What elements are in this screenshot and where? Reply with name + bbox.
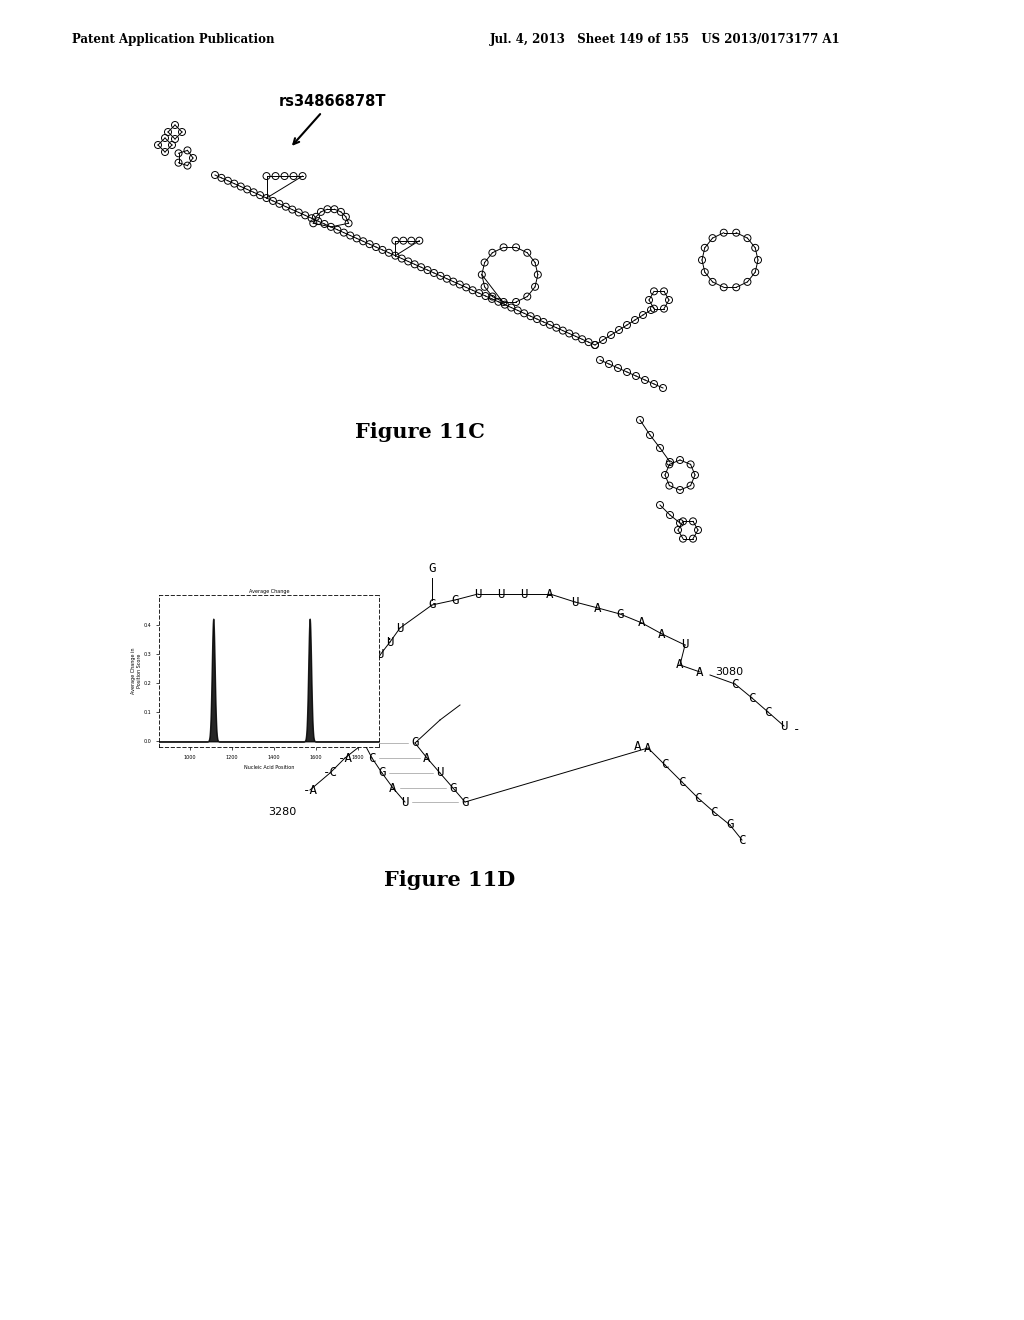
Text: U: U bbox=[474, 587, 481, 601]
Text: -C: -C bbox=[323, 767, 338, 780]
Text: C: C bbox=[694, 792, 701, 804]
Text: U: U bbox=[354, 708, 361, 721]
Text: Jul. 4, 2013   Sheet 149 of 155   US 2013/0173177 A1: Jul. 4, 2013 Sheet 149 of 155 US 2013/01… bbox=[490, 33, 841, 46]
Text: A: A bbox=[658, 627, 666, 640]
Text: U: U bbox=[360, 737, 368, 750]
Text: C: C bbox=[678, 776, 686, 788]
Text: rs41270080G: rs41270080G bbox=[222, 672, 336, 688]
Text: -A: -A bbox=[302, 784, 317, 796]
Text: C: C bbox=[662, 759, 669, 771]
Text: 3280: 3280 bbox=[268, 807, 296, 817]
Text: U: U bbox=[436, 767, 443, 780]
Text: A: A bbox=[370, 663, 377, 676]
Text: .: . bbox=[387, 627, 391, 643]
Text: .: . bbox=[377, 642, 381, 656]
Text: G: G bbox=[412, 737, 419, 750]
Text: -: - bbox=[793, 723, 801, 737]
Text: A: A bbox=[423, 751, 431, 764]
Text: .: . bbox=[368, 655, 373, 669]
Text: C: C bbox=[738, 833, 745, 846]
Text: U: U bbox=[401, 796, 409, 808]
Text: G: G bbox=[461, 796, 469, 808]
Text: G: G bbox=[452, 594, 459, 606]
Text: A: A bbox=[594, 602, 602, 615]
Text: G: G bbox=[450, 781, 457, 795]
Text: G: G bbox=[616, 607, 624, 620]
Text: G: G bbox=[726, 818, 734, 832]
Text: Figure 11C: Figure 11C bbox=[355, 422, 485, 442]
Text: A: A bbox=[676, 659, 684, 672]
X-axis label: Nucleic Acid Position: Nucleic Acid Position bbox=[244, 766, 294, 771]
Text: Patent Application Publication: Patent Application Publication bbox=[72, 33, 274, 46]
Text: U: U bbox=[386, 635, 394, 648]
Text: U: U bbox=[520, 587, 527, 601]
Text: C: C bbox=[764, 705, 772, 718]
Text: C: C bbox=[369, 751, 376, 764]
Text: U: U bbox=[350, 722, 357, 734]
Text: U: U bbox=[498, 587, 505, 601]
Text: U: U bbox=[365, 678, 372, 692]
Y-axis label: Average Change in
Position Score: Average Change in Position Score bbox=[131, 648, 142, 694]
Text: A: A bbox=[389, 781, 396, 795]
Title: Average Change: Average Change bbox=[249, 589, 289, 594]
Text: U: U bbox=[571, 595, 579, 609]
Text: U: U bbox=[396, 622, 403, 635]
Text: Figure 11D: Figure 11D bbox=[384, 870, 516, 890]
Text: U: U bbox=[376, 648, 384, 661]
Text: A: A bbox=[634, 739, 642, 752]
Text: U: U bbox=[681, 639, 689, 652]
Text: A: A bbox=[696, 665, 703, 678]
Text: A: A bbox=[644, 742, 651, 755]
Text: rs34866878T: rs34866878T bbox=[279, 95, 386, 110]
Text: C: C bbox=[731, 677, 738, 690]
Text: -A: -A bbox=[338, 751, 352, 764]
Text: A: A bbox=[546, 587, 554, 601]
Text: A: A bbox=[638, 616, 646, 630]
Text: U: U bbox=[780, 719, 787, 733]
Text: G: G bbox=[378, 767, 386, 780]
Text: G: G bbox=[428, 598, 436, 611]
Text: G: G bbox=[428, 561, 436, 574]
Text: C: C bbox=[749, 692, 756, 705]
Text: C: C bbox=[711, 805, 718, 818]
Text: A: A bbox=[358, 693, 366, 706]
Text: 3080: 3080 bbox=[715, 667, 743, 677]
